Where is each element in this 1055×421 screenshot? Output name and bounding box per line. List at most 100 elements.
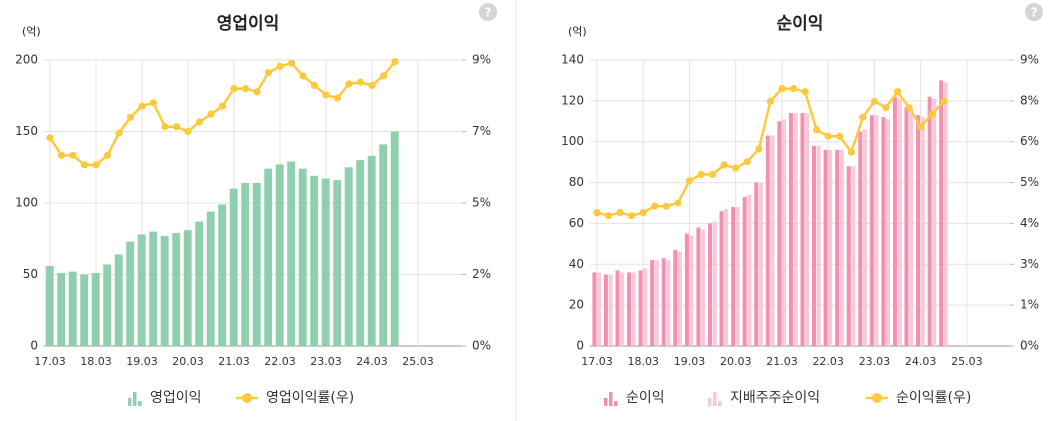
- bar: [800, 113, 805, 346]
- bar: [620, 272, 625, 346]
- line-point: [345, 80, 353, 88]
- y-tick-label: 80: [569, 175, 584, 189]
- legend-icon: [708, 398, 712, 406]
- bar: [298, 168, 307, 346]
- bar: [793, 113, 798, 346]
- x-tick-label: 24.03: [905, 355, 937, 368]
- bar: [287, 161, 296, 346]
- bar: [264, 168, 273, 346]
- y2-tick-label: 3%: [1020, 257, 1039, 271]
- legend-icon: [242, 393, 252, 403]
- x-tick-label: 23.03: [310, 355, 342, 368]
- line-point: [789, 85, 798, 93]
- chart-title: 영업이익: [217, 14, 280, 34]
- bar: [812, 145, 817, 346]
- bar: [241, 182, 250, 346]
- bar: [206, 211, 215, 346]
- line-point: [287, 59, 296, 67]
- bar: [846, 166, 851, 346]
- x-tick-label: 17.03: [581, 355, 613, 368]
- line-point: [836, 132, 844, 140]
- line-point: [709, 170, 717, 178]
- help-text[interactable]: ?: [1031, 6, 1038, 20]
- bar: [252, 182, 261, 346]
- legend-icon: [128, 398, 132, 406]
- line-point: [801, 88, 809, 96]
- y2-tick-label: 4%: [1020, 216, 1039, 230]
- bar: [927, 96, 932, 347]
- line-point: [674, 199, 682, 207]
- bar: [851, 166, 856, 346]
- bar: [643, 268, 648, 346]
- bar: [68, 271, 77, 346]
- bar: [160, 235, 169, 346]
- bar: [631, 272, 636, 346]
- y-unit: (억): [22, 25, 41, 38]
- line-point: [322, 91, 330, 99]
- line-point: [697, 170, 705, 178]
- x-tick-label: 19.03: [126, 355, 158, 368]
- legend-icon: [614, 401, 618, 406]
- help-icon[interactable]: [1025, 3, 1043, 21]
- help-icon[interactable]: [479, 3, 497, 21]
- line-point: [651, 202, 659, 210]
- line-point: [310, 81, 319, 90]
- x-tick-label: 25.03: [402, 355, 434, 368]
- legend-label: 영업이익: [150, 390, 202, 406]
- bar: [886, 119, 890, 346]
- bar: [91, 273, 100, 346]
- legend-label: 순이익: [626, 390, 665, 406]
- y2-tick-label: 7%: [472, 124, 491, 138]
- bar: [603, 274, 608, 346]
- y-tick-label: 40: [569, 257, 584, 271]
- line-point: [69, 151, 77, 159]
- y2-tick-label: 9%: [472, 53, 491, 67]
- bar: [333, 180, 342, 346]
- bar: [310, 175, 319, 346]
- bar: [897, 98, 902, 346]
- legend-label: 순이익률(우): [896, 390, 971, 406]
- bar: [916, 115, 921, 347]
- y2-tick-label: 2%: [472, 267, 491, 281]
- bar: [677, 252, 682, 346]
- y-tick-label: 0: [576, 339, 584, 353]
- bar: [839, 149, 844, 346]
- bar: [45, 265, 54, 346]
- help-text[interactable]: ?: [485, 6, 492, 20]
- bar: [592, 272, 597, 346]
- line-point: [755, 145, 763, 153]
- line-point: [940, 97, 948, 105]
- bar: [650, 260, 655, 346]
- bar: [103, 264, 112, 346]
- x-tick-label: 23.03: [859, 355, 891, 368]
- bar: [149, 231, 158, 346]
- x-tick-label: 18.03: [627, 355, 659, 368]
- line-point: [92, 161, 100, 169]
- line-point: [184, 127, 192, 136]
- line-point: [639, 208, 647, 217]
- bar: [654, 260, 659, 346]
- line-point: [917, 123, 925, 131]
- bar: [869, 115, 874, 347]
- line-point: [218, 102, 227, 110]
- y2-tick-label: 9%: [1020, 53, 1039, 67]
- line-point: [870, 97, 879, 105]
- y2-tick-label: 8%: [1020, 93, 1039, 107]
- line-point: [253, 88, 261, 96]
- bar: [742, 196, 747, 346]
- legend-icon: [609, 392, 613, 406]
- bar: [731, 207, 736, 346]
- line-point: [57, 151, 66, 159]
- bar: [770, 135, 775, 346]
- y-tick-label: 150: [15, 124, 38, 138]
- y-tick-label: 100: [561, 134, 584, 148]
- y-tick-label: 120: [561, 93, 584, 107]
- bar: [597, 272, 601, 346]
- line-point: [161, 123, 169, 131]
- bar: [218, 204, 227, 346]
- line-point: [80, 161, 89, 169]
- line-point: [685, 177, 694, 185]
- x-tick-label: 18.03: [80, 355, 112, 368]
- line-point: [356, 78, 365, 86]
